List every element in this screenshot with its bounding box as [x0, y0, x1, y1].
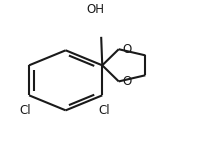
Text: Cl: Cl: [99, 104, 110, 117]
Text: Cl: Cl: [19, 104, 31, 117]
Text: O: O: [122, 75, 131, 88]
Text: OH: OH: [86, 3, 104, 16]
Text: O: O: [122, 43, 131, 56]
